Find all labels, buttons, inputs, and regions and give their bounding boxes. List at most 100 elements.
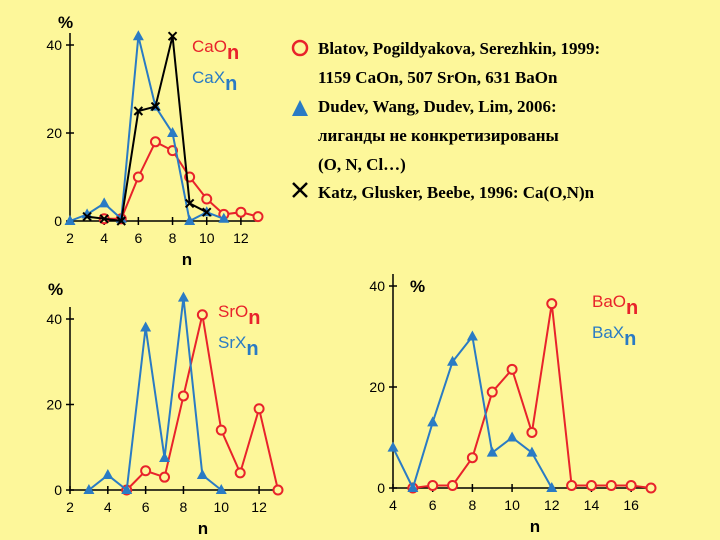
data-point [132, 171, 144, 183]
x-tick-label: 16 [623, 497, 639, 513]
x-tick-label: 8 [468, 497, 476, 513]
data-point [196, 309, 208, 321]
series-triangle [64, 30, 230, 225]
data-point [526, 426, 538, 438]
data-point [64, 215, 76, 225]
data-point [116, 216, 126, 226]
series-label-base: BaX [592, 323, 624, 342]
data-point [546, 482, 558, 492]
data-point [150, 101, 161, 112]
data-point [526, 446, 538, 457]
y-tick-label: 0 [54, 482, 62, 498]
data-point-stroke [202, 207, 212, 217]
x-tick-label: 4 [104, 499, 112, 515]
x-axis-title: n [198, 519, 208, 538]
series-label-sub: n [225, 73, 237, 95]
x-tick-label: 10 [504, 497, 520, 513]
series-label-base: CaO [192, 37, 227, 56]
y-tick-label: 40 [46, 37, 62, 53]
y-axis-title: % [48, 280, 63, 299]
data-point [82, 211, 92, 222]
data-point [466, 452, 478, 464]
data-point [466, 330, 478, 341]
data-point [566, 479, 578, 491]
y-tick-label: 0 [377, 480, 385, 496]
cross-marker-icon [292, 182, 308, 198]
circle-marker-icon [291, 39, 309, 57]
series-label-sub: n [246, 338, 258, 360]
data-point [202, 207, 212, 217]
x-tick-label: 6 [142, 499, 150, 515]
data-point [252, 211, 264, 223]
data-point [102, 469, 114, 480]
x-tick-label: 6 [134, 230, 142, 246]
data-point [177, 390, 189, 402]
legend-line-1: Blatov, Pogildyakova, Serezhkin, 1999: [318, 39, 600, 58]
series-label-1: CaOn [192, 37, 239, 64]
data-point-stroke [82, 211, 92, 222]
legend-line-2: 1159 CaOn, 507 SrOn, 631 BaOn [318, 68, 558, 87]
data-point [407, 482, 419, 492]
data-point [215, 484, 227, 494]
legend: Blatov, Pogildyakova, Serezhkin, 1999: 1… [291, 39, 600, 202]
x-tick-label: 12 [251, 499, 267, 515]
data-point [235, 206, 247, 218]
series-label-base: CaX [192, 68, 225, 87]
data-point [234, 467, 246, 479]
data-point [218, 212, 230, 223]
data-point [81, 208, 93, 219]
data-point [645, 482, 657, 494]
data-point [99, 214, 109, 224]
data-point [486, 386, 498, 398]
series-label-sub: n [624, 328, 636, 350]
series-label-1: SrOn [218, 302, 260, 329]
y-tick-label: 20 [46, 125, 62, 141]
x-tick-label: 4 [389, 497, 397, 513]
data-point-stroke [167, 31, 178, 41]
triangle-marker-icon [292, 100, 308, 116]
x-axis-title: n [182, 250, 192, 269]
data-point [167, 127, 179, 137]
data-point [140, 321, 152, 332]
series-line [104, 140, 259, 220]
x-tick-label: 10 [213, 499, 229, 515]
series-line [86, 35, 208, 223]
legend-line-6: Katz, Glusker, Beebe, 1996: Ca(O,N)n [318, 183, 595, 202]
data-point [585, 479, 597, 491]
data-point [253, 403, 265, 415]
data-point [486, 446, 498, 457]
data-point-stroke [133, 106, 144, 116]
series-label-1: BaOn [592, 292, 638, 319]
data-point [427, 416, 439, 427]
data-point [140, 465, 152, 477]
y-axis-title: % [58, 13, 73, 32]
data-point-stroke [184, 198, 195, 209]
series-line [69, 35, 225, 223]
series-cross [82, 31, 212, 226]
data-point [98, 197, 110, 208]
x-tick-label: 8 [180, 499, 188, 515]
legend-line-5: (O, N, Cl…) [318, 155, 406, 174]
data-point [605, 479, 617, 491]
y-tick-label: 20 [46, 397, 62, 413]
x-tick-label: 6 [429, 497, 437, 513]
series-line [88, 297, 222, 492]
y-tick-label: 40 [46, 311, 62, 327]
y-tick-label: 40 [369, 278, 385, 294]
x-tick-label: 10 [199, 230, 215, 246]
series-label-base: SrX [218, 333, 246, 352]
y-tick-label: 20 [369, 379, 385, 395]
data-point [427, 479, 439, 491]
data-point [506, 363, 518, 375]
series-label-2: CaXn [192, 68, 237, 95]
data-point [184, 215, 196, 225]
series-triangle [387, 330, 558, 492]
series-label-2: BaXn [592, 323, 636, 350]
data-point [447, 479, 459, 491]
data-point-stroke [99, 214, 109, 224]
data-point [387, 441, 399, 452]
